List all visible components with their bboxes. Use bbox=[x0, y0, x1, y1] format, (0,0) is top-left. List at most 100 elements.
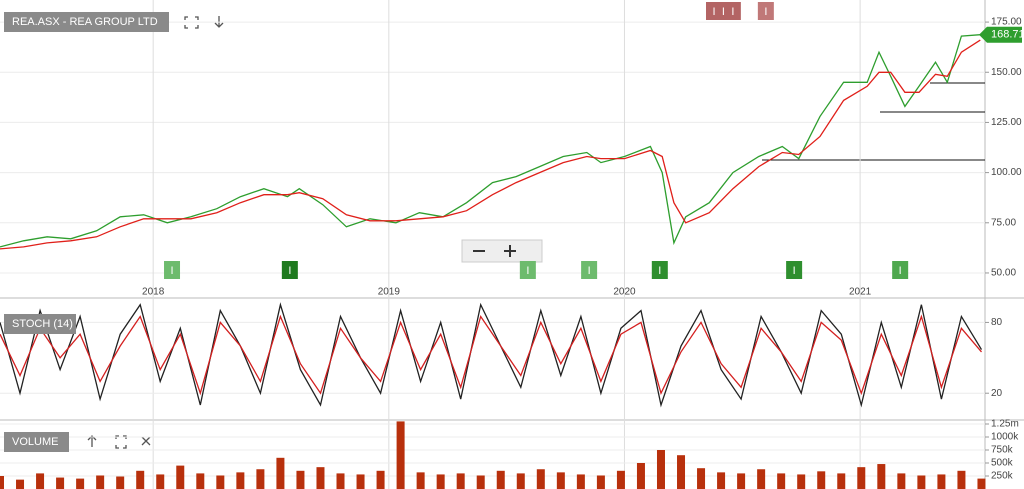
volume-bar bbox=[136, 470, 145, 489]
volume-bar bbox=[56, 477, 65, 489]
x-tick-label: 2020 bbox=[613, 287, 636, 298]
event-label: I bbox=[170, 265, 173, 277]
volume-bar bbox=[737, 473, 746, 489]
event-marker bbox=[724, 2, 741, 20]
close-icon[interactable] bbox=[141, 436, 151, 446]
x-tick-label: 2021 bbox=[849, 287, 872, 298]
volume-bar bbox=[376, 470, 385, 489]
pane-title: VOLUME bbox=[12, 436, 58, 448]
volume-bar bbox=[496, 470, 505, 489]
event-marker bbox=[757, 2, 774, 20]
volume-bar bbox=[436, 474, 445, 489]
event-label: I bbox=[288, 265, 291, 277]
event-label: I bbox=[712, 6, 715, 18]
y-tick-label: 75.00 bbox=[991, 217, 1016, 228]
volume-bar bbox=[316, 467, 325, 489]
event-marker bbox=[281, 261, 298, 279]
y-tick-label: 175.00 bbox=[991, 17, 1022, 28]
volume-bar bbox=[697, 468, 706, 489]
y-tick-label: 100.00 bbox=[991, 167, 1022, 178]
volume-bar bbox=[0, 476, 4, 489]
expand-icon[interactable] bbox=[115, 435, 127, 449]
price-tag-label: 168.71 bbox=[991, 29, 1024, 41]
y-tick-label: 750k bbox=[991, 445, 1014, 456]
volume-bar bbox=[116, 476, 125, 489]
volume-bar bbox=[636, 463, 645, 489]
volume-bar bbox=[857, 467, 866, 489]
up-icon[interactable] bbox=[87, 435, 97, 447]
volume-bar bbox=[156, 474, 165, 489]
volume-bar bbox=[96, 475, 105, 489]
volume-bar bbox=[276, 457, 285, 489]
x-tick-label: 2018 bbox=[142, 287, 165, 298]
zoom-in[interactable] bbox=[504, 245, 516, 257]
event-label: I bbox=[722, 6, 725, 18]
volume-bar bbox=[937, 474, 946, 489]
x-tick-label: 2019 bbox=[378, 287, 401, 298]
y-tick-label: 125.00 bbox=[991, 117, 1022, 128]
volume-bar bbox=[76, 478, 85, 489]
volume-bar bbox=[356, 474, 365, 489]
y-tick-label: 250k bbox=[991, 471, 1014, 482]
y-tick-label: 150.00 bbox=[991, 67, 1022, 78]
event-label: I bbox=[588, 265, 591, 277]
volume-bar bbox=[616, 470, 625, 489]
y-tick-label: 1000k bbox=[991, 432, 1019, 443]
series-line bbox=[0, 34, 981, 248]
volume-bar bbox=[777, 473, 786, 489]
event-label: I bbox=[764, 6, 767, 18]
zoom-box bbox=[461, 239, 543, 263]
volume-bar bbox=[296, 470, 305, 489]
volume-bar bbox=[817, 471, 826, 489]
volume-bar bbox=[176, 465, 185, 489]
volume-bar bbox=[396, 421, 405, 489]
event-label: I bbox=[526, 265, 529, 277]
y-tick-label: 50.00 bbox=[991, 268, 1016, 279]
pane-title: STOCH (14) bbox=[12, 318, 73, 330]
event-marker bbox=[519, 261, 536, 279]
event-label: I bbox=[899, 265, 902, 277]
event-label: I bbox=[731, 6, 734, 18]
event-marker bbox=[164, 261, 181, 279]
volume-bar bbox=[897, 473, 906, 489]
volume-bar bbox=[196, 473, 205, 489]
volume-bar bbox=[656, 450, 665, 489]
volume-bar bbox=[336, 473, 345, 489]
y-tick-label: 20 bbox=[991, 388, 1003, 399]
volume-bar bbox=[36, 473, 45, 489]
volume-bar bbox=[256, 469, 265, 489]
title-box bbox=[4, 314, 76, 334]
series-line bbox=[0, 302, 983, 408]
volume-bar bbox=[16, 479, 25, 489]
price-tag bbox=[979, 26, 1022, 43]
event-marker bbox=[786, 261, 803, 279]
down-icon[interactable] bbox=[214, 16, 224, 28]
volume-bar bbox=[556, 472, 565, 489]
volume-bar bbox=[596, 475, 605, 489]
title-box bbox=[4, 12, 169, 32]
event-label: I bbox=[658, 265, 661, 277]
y-tick-label: 80 bbox=[991, 317, 1003, 328]
event-marker bbox=[581, 261, 598, 279]
y-tick-label: 500k bbox=[991, 458, 1014, 469]
volume-bar bbox=[456, 473, 465, 489]
title-box bbox=[4, 432, 69, 452]
volume-bar bbox=[216, 475, 225, 489]
series-line bbox=[0, 314, 982, 396]
volume-bar bbox=[576, 474, 585, 489]
volume-bar bbox=[236, 472, 245, 489]
volume-bar bbox=[757, 469, 766, 489]
pane-title: REA.ASX - REA GROUP LTD bbox=[12, 16, 158, 28]
expand-icon[interactable] bbox=[184, 16, 199, 29]
series-line bbox=[0, 39, 981, 250]
volume-bar bbox=[877, 464, 886, 489]
volume-bar bbox=[837, 473, 846, 489]
volume-bar bbox=[536, 469, 545, 489]
y-tick-label: 1.25m bbox=[991, 419, 1019, 430]
volume-bar bbox=[476, 475, 485, 489]
zoom-control bbox=[461, 239, 543, 263]
volume-bar bbox=[917, 475, 926, 489]
event-marker bbox=[651, 261, 668, 279]
